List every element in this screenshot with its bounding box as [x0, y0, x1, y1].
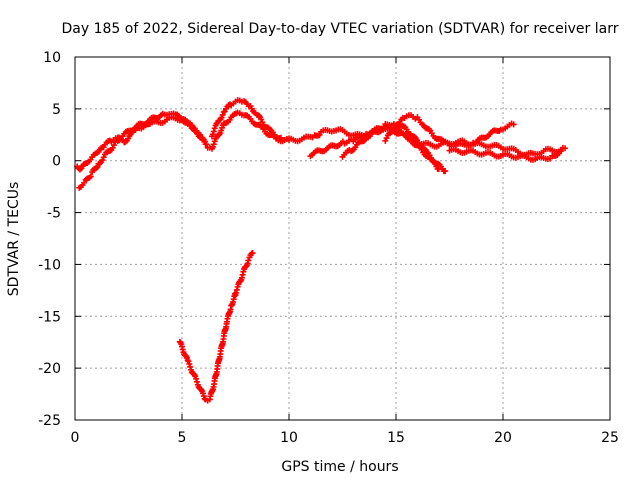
axis-ticks: 0 5 10 15 20 25 -25 -20 -15 -10 -5 0 5 10	[38, 50, 619, 446]
data-point	[94, 163, 101, 170]
y-tick-label: 10	[43, 50, 61, 66]
series-track-8	[176, 250, 256, 404]
data-point	[249, 250, 256, 257]
series-track-6	[382, 112, 517, 150]
data-point	[199, 390, 206, 397]
data-point	[510, 121, 517, 128]
y-tick-label: 0	[52, 154, 61, 170]
data-point	[219, 111, 226, 118]
data-point	[187, 363, 194, 370]
data-point	[87, 173, 94, 180]
x-tick-label: 5	[178, 430, 187, 446]
x-tick-label: 15	[387, 430, 405, 446]
x-tick-label: 0	[71, 430, 80, 446]
grid-lines	[75, 57, 610, 420]
data-point	[557, 148, 564, 155]
data-point	[442, 168, 449, 175]
y-tick-label: -25	[38, 413, 61, 429]
y-tick-label: 5	[52, 102, 61, 118]
y-tick-label: -15	[38, 309, 61, 325]
x-tick-label: 25	[601, 430, 619, 446]
data-point	[193, 378, 200, 385]
y-tick-label: -5	[47, 206, 61, 222]
data-point	[562, 145, 569, 152]
plot-frame	[74, 56, 611, 421]
data-series	[74, 97, 569, 404]
x-axis-label: GPS time / hours	[281, 459, 398, 475]
x-tick-label: 20	[494, 430, 512, 446]
series-track-7	[446, 146, 564, 163]
series-track-2	[76, 110, 209, 191]
data-point	[210, 141, 217, 148]
data-point	[193, 375, 200, 382]
data-point	[316, 131, 323, 138]
data-point	[209, 131, 216, 138]
series-track-3	[208, 97, 292, 144]
chart-title: Day 185 of 2022, Sidereal Day-to-day VTE…	[62, 21, 619, 37]
y-tick-label: -20	[38, 361, 61, 377]
data-point	[93, 165, 100, 172]
x-tick-label: 10	[280, 430, 298, 446]
y-axis-label: SDTVAR / TECUs	[6, 182, 22, 297]
data-point	[210, 128, 217, 135]
data-point	[202, 141, 209, 148]
data-point	[218, 127, 225, 134]
data-point	[380, 124, 387, 131]
data-point	[186, 360, 193, 367]
y-tick-label: -10	[38, 257, 61, 273]
data-point	[190, 124, 197, 131]
data-point	[286, 136, 292, 143]
data-point	[245, 257, 252, 264]
